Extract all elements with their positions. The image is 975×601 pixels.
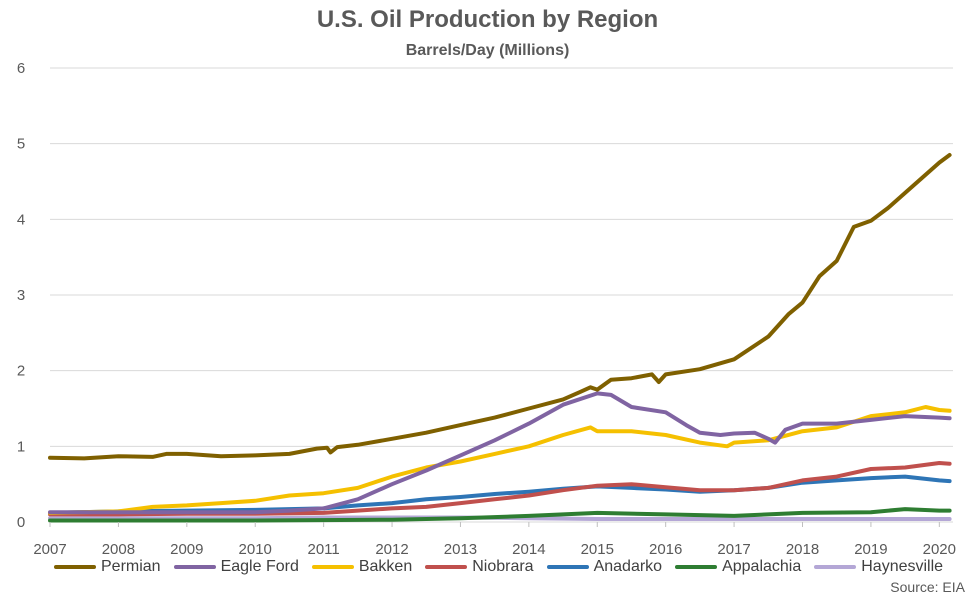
legend-swatch bbox=[425, 565, 468, 569]
x-tick-label: 2020 bbox=[923, 541, 956, 558]
x-tick-label: 2010 bbox=[239, 541, 272, 558]
legend-entry-appalachia: Appalachia bbox=[675, 558, 801, 576]
y-tick-label: 1 bbox=[17, 438, 25, 455]
legend-entry-eagle-ford: Eagle Ford bbox=[173, 558, 299, 576]
series-line-bakken bbox=[48, 405, 952, 515]
x-tick-label: 2012 bbox=[375, 541, 408, 558]
legend-swatch bbox=[546, 565, 589, 569]
series-lines bbox=[48, 153, 952, 523]
x-tick-label: 2018 bbox=[786, 541, 819, 558]
legend-swatch bbox=[311, 565, 354, 569]
series-line-appalachia bbox=[48, 507, 952, 523]
series-line-eagle-ford bbox=[48, 391, 952, 515]
source-note: Source: EIA bbox=[890, 579, 965, 595]
x-tick-label: 2008 bbox=[102, 541, 135, 558]
y-tick-label: 3 bbox=[17, 287, 25, 304]
x-tick-label: 2011 bbox=[308, 541, 340, 558]
legend-swatch bbox=[675, 565, 718, 569]
legend-entry-bakken: Bakken bbox=[311, 558, 413, 576]
series-line-haynesville bbox=[48, 515, 952, 521]
x-tick-label: 2017 bbox=[717, 541, 750, 558]
y-tick-label: 6 bbox=[17, 60, 25, 77]
y-axis-ticks: 0 1 2 3 4 5 6 bbox=[17, 60, 25, 531]
legend-entry-niobrara: Niobrara bbox=[425, 558, 534, 576]
y-tick-label: 4 bbox=[17, 211, 25, 228]
series-line-permian bbox=[48, 153, 952, 461]
legend-entry-haynesville: Haynesville bbox=[814, 558, 943, 576]
y-tick-label: 5 bbox=[17, 136, 25, 153]
x-tick-label: 2016 bbox=[649, 541, 682, 558]
x-tick-label: 2014 bbox=[512, 541, 545, 558]
legend-label: Bakken bbox=[358, 558, 413, 575]
x-axis-ticks: 2007 2008 2009 2010 2011 2012 2013 2014 2015 2016… bbox=[33, 522, 956, 558]
chart-title: U.S. Oil Production by Region bbox=[316, 6, 659, 33]
legend-label: Permian bbox=[101, 558, 161, 575]
series-line-niobrara bbox=[48, 461, 952, 517]
legend-label: Appalachia bbox=[722, 558, 802, 575]
legend-label: Eagle Ford bbox=[220, 558, 299, 575]
legend-swatch bbox=[814, 565, 857, 569]
legend-label: Haynesville bbox=[861, 558, 944, 575]
legend-label: Anadarko bbox=[593, 558, 663, 575]
x-tick-label: 2009 bbox=[170, 541, 203, 558]
legend: Permian Eagle Ford Bakken Niobrara Anadarko A… bbox=[54, 556, 969, 578]
legend-swatch bbox=[173, 565, 216, 569]
legend-entry-anadarko: Anadarko bbox=[546, 558, 663, 576]
x-tick-label: 2007 bbox=[33, 541, 66, 558]
x-tick-label: 2015 bbox=[581, 541, 614, 558]
y-tick-label: 2 bbox=[17, 363, 25, 380]
legend-entry-permian: Permian bbox=[54, 558, 161, 576]
legend-swatch bbox=[54, 565, 96, 569]
x-tick-label: 2019 bbox=[854, 541, 887, 558]
legend-label: Niobrara bbox=[472, 558, 534, 575]
x-tick-label: 2013 bbox=[444, 541, 477, 558]
y-tick-label: 0 bbox=[17, 514, 25, 531]
chart-subtitle: Barrels/Day (Millions) bbox=[405, 42, 570, 59]
